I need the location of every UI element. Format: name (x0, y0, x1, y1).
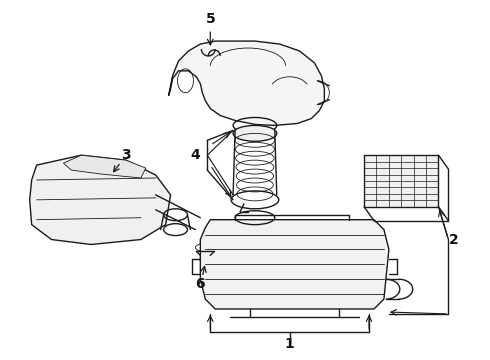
Ellipse shape (233, 125, 277, 141)
Polygon shape (169, 41, 324, 125)
Polygon shape (63, 155, 146, 178)
Polygon shape (200, 220, 389, 309)
Text: 5: 5 (205, 12, 215, 26)
Polygon shape (30, 155, 171, 244)
Text: 1: 1 (285, 337, 294, 351)
Text: 2: 2 (448, 233, 458, 247)
Polygon shape (364, 155, 439, 207)
Text: 6: 6 (196, 277, 205, 291)
Text: 3: 3 (121, 148, 131, 162)
Text: 4: 4 (191, 148, 200, 162)
